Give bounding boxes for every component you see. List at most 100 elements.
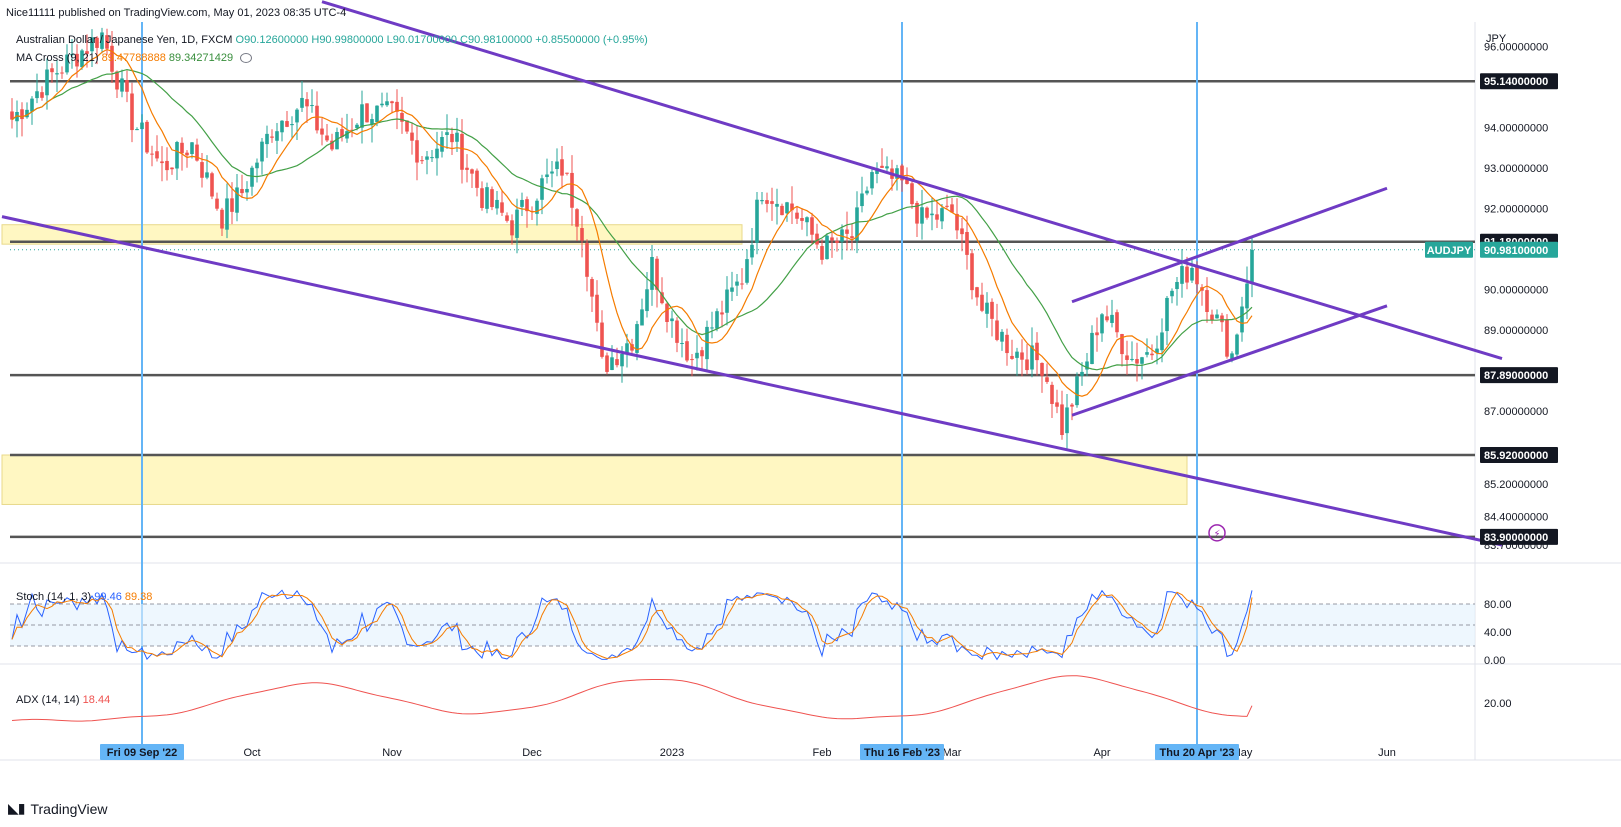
candle-body: [210, 173, 214, 197]
candle-body: [200, 162, 204, 178]
candle-body: [1150, 353, 1154, 356]
candle-body: [220, 209, 224, 229]
candle-body: [1010, 355, 1014, 359]
candle-body: [545, 174, 549, 177]
candle-body: [285, 121, 289, 127]
candle-body: [825, 235, 829, 260]
candle-body: [590, 279, 594, 297]
candle-body: [770, 201, 774, 204]
candle-body: [425, 156, 429, 160]
candle-body: [795, 212, 799, 219]
candle-body: [1020, 352, 1024, 360]
price-axis-label: 89.00000000: [1484, 325, 1548, 337]
supply-demand-zone: [1, 224, 743, 245]
candle-body: [10, 111, 14, 120]
trend-channel-line: [1, 215, 1503, 547]
visibility-eye-icon[interactable]: [240, 53, 253, 64]
candle-body: [510, 220, 514, 236]
time-axis-label: Nov: [382, 747, 402, 759]
candle-body: [95, 37, 99, 48]
candle-body: [790, 203, 794, 211]
candle-body: [695, 352, 699, 359]
publish-header: Nice11111 published on TradingView.com, …: [6, 7, 347, 19]
adx-legend[interactable]: ADX (14, 14) 18.44: [16, 694, 110, 706]
last-price-badge-bg: [1480, 241, 1558, 258]
candle-body: [995, 320, 999, 340]
candle-body: [125, 80, 129, 92]
candle-body: [325, 135, 329, 141]
last-price-badge: 90.98100000: [1484, 245, 1548, 257]
candle-body: [840, 229, 844, 242]
candle-body: [900, 165, 904, 181]
price-axis-label: 92.00000000: [1484, 203, 1548, 215]
candle-body: [40, 92, 44, 98]
candle-body: [870, 172, 874, 189]
candle-body: [555, 161, 559, 170]
candle-body: [625, 343, 629, 354]
candle-body: [395, 101, 399, 112]
candle-body: [1155, 348, 1159, 353]
candle-body: [400, 112, 404, 122]
trend-channel-line: [1071, 186, 1388, 304]
tradingview-brand[interactable]: ◣▮ TradingView: [8, 800, 108, 817]
candle-body: [135, 128, 139, 131]
candle-body: [130, 93, 134, 131]
candle-body: [630, 344, 634, 351]
candle-body: [785, 202, 789, 214]
stoch-legend[interactable]: Stoch (14, 1, 3) 99.46 89.38: [16, 591, 152, 603]
candle-body: [1050, 384, 1054, 404]
candle-body: [935, 214, 939, 220]
candle-body: [640, 309, 644, 326]
time-axis-label: Feb: [813, 747, 832, 759]
tradingview-logo-icon: ◣▮: [8, 800, 26, 816]
candle-body: [260, 141, 264, 162]
vertical-marker-date-badge-bg: [1155, 744, 1239, 760]
candle-body: [700, 350, 704, 357]
candle-body: [815, 233, 819, 245]
candle-body: [1000, 331, 1004, 342]
candle-body: [60, 72, 64, 74]
candle-body: [985, 302, 989, 314]
time-axis-label: Mar: [943, 747, 962, 759]
candle-body: [525, 199, 529, 212]
candle-body: [460, 133, 464, 170]
candle-body: [185, 152, 189, 156]
candle-body: [160, 161, 164, 164]
candle-body: [1055, 402, 1059, 407]
lightning-glyph: ⚡: [1213, 529, 1220, 540]
candle-body: [1180, 266, 1184, 284]
candle-body: [180, 142, 184, 154]
candle-body: [165, 160, 169, 171]
candle-body: [835, 240, 839, 243]
candle-body: [805, 217, 809, 223]
price-axis-label: 84.40000000: [1484, 512, 1548, 524]
candle-body: [1195, 265, 1199, 285]
candle-body: [230, 198, 234, 212]
stoch-axis-label: 40.00: [1484, 627, 1512, 639]
candle-body: [970, 253, 974, 291]
candle-body: [745, 259, 749, 283]
candle-body: [155, 151, 159, 159]
candle-body: [140, 122, 144, 130]
candle-body: [435, 148, 439, 159]
candle-body: [585, 243, 589, 277]
candle-body: [1205, 290, 1209, 312]
candle-body: [345, 131, 349, 139]
currency-label: JPY: [1486, 33, 1507, 45]
candle-body: [1210, 314, 1214, 321]
ma-cross-legend[interactable]: MA Cross (9, 21) 89.47788888 89.34271429: [16, 52, 253, 64]
candle-body: [905, 178, 909, 184]
ohlc-close: C90.98100000: [460, 34, 533, 46]
candle-body: [950, 204, 954, 213]
candle-body: [390, 101, 394, 104]
symbol-legend[interactable]: Australian Dollar / Japanese Yen, 1D, FX…: [16, 34, 648, 46]
candle-body: [520, 199, 524, 207]
candle-body: [620, 353, 624, 367]
candle-body: [965, 232, 969, 255]
candle-body: [115, 71, 119, 90]
candle-body: [1240, 306, 1244, 333]
candle-body: [195, 144, 199, 161]
candle-body: [690, 359, 694, 361]
candle-body: [430, 157, 434, 159]
